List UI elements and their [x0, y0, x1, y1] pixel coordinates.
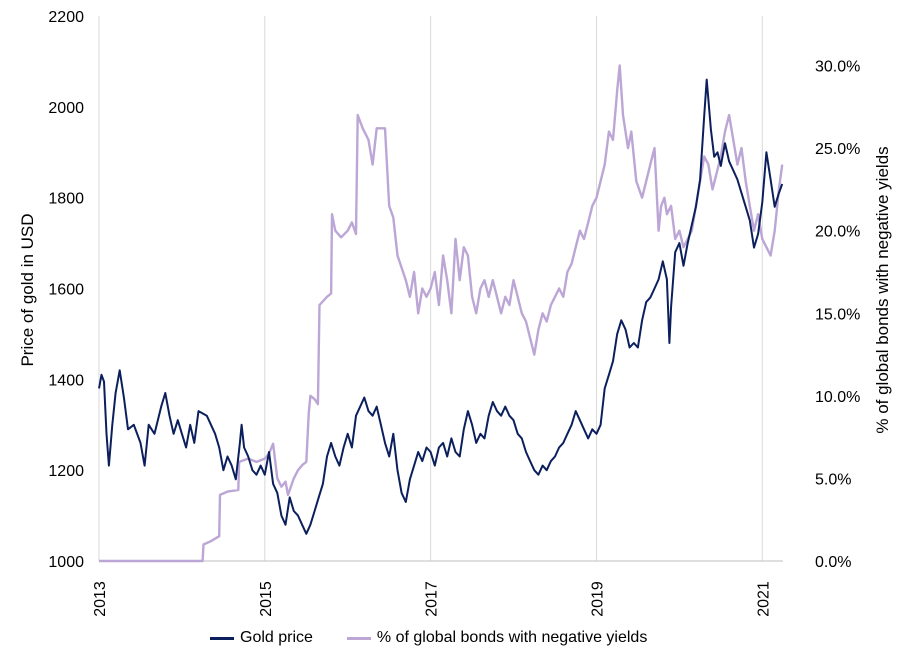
left-y-tick-label: 2000 — [48, 100, 84, 117]
series-line-negative-yield-bonds — [99, 64, 784, 563]
legend-label-gold: Gold price — [240, 629, 313, 646]
right-y-tick-label: 30.0% — [815, 59, 860, 76]
left-y-tick-label: 1400 — [48, 372, 84, 389]
left-y-tick-label: 1600 — [48, 282, 84, 299]
left-y-tick-label: 1800 — [48, 191, 84, 208]
left-axis-title: Price of gold in USD — [18, 213, 37, 366]
right-y-tick-label: 10.0% — [815, 389, 860, 406]
right-y-tick-label: 5.0% — [815, 471, 851, 488]
x-tick-label: 2019 — [589, 581, 606, 617]
left-y-tick-label: 1000 — [48, 554, 84, 571]
right-y-tick-label: 20.0% — [815, 224, 860, 241]
right-y-tick-label: 0.0% — [815, 554, 851, 571]
right-y-tick-label: 15.0% — [815, 306, 860, 323]
series-line-gold-price — [98, 78, 784, 535]
legend-swatch-negative-yield — [346, 636, 371, 640]
right-y-tick-label: 25.0% — [815, 141, 860, 158]
left-y-tick-label: 2200 — [48, 9, 84, 26]
legend-label-negative-yield: % of global bonds with negative yields — [376, 629, 648, 646]
series-layer — [98, 64, 784, 563]
right-axis-ticks: 0.0% 5.0% 10.0% 15.0% 20.0% 25.0% 30.0% — [815, 59, 860, 571]
x-tick-label: 2021 — [755, 581, 772, 617]
legend: Gold price % of global bonds with negati… — [210, 627, 647, 649]
legend-swatch-gold — [210, 636, 234, 640]
left-y-tick-label: 1200 — [48, 463, 84, 480]
left-axis-ticks: 1000 1200 1400 1600 1800 2000 2200 — [48, 9, 84, 571]
x-tick-label: 2017 — [424, 581, 441, 617]
x-tick-label: 2013 — [92, 581, 109, 617]
x-axis-ticks: 2013 2015 2017 2019 2021 — [92, 581, 772, 617]
legend-item-negative-yield: % of global bonds with negative yields — [346, 629, 648, 647]
x-tick-label: 2015 — [258, 581, 275, 617]
right-axis-title: % of global bonds with negative yields — [873, 146, 892, 433]
legend-item-gold: Gold price — [210, 629, 313, 647]
